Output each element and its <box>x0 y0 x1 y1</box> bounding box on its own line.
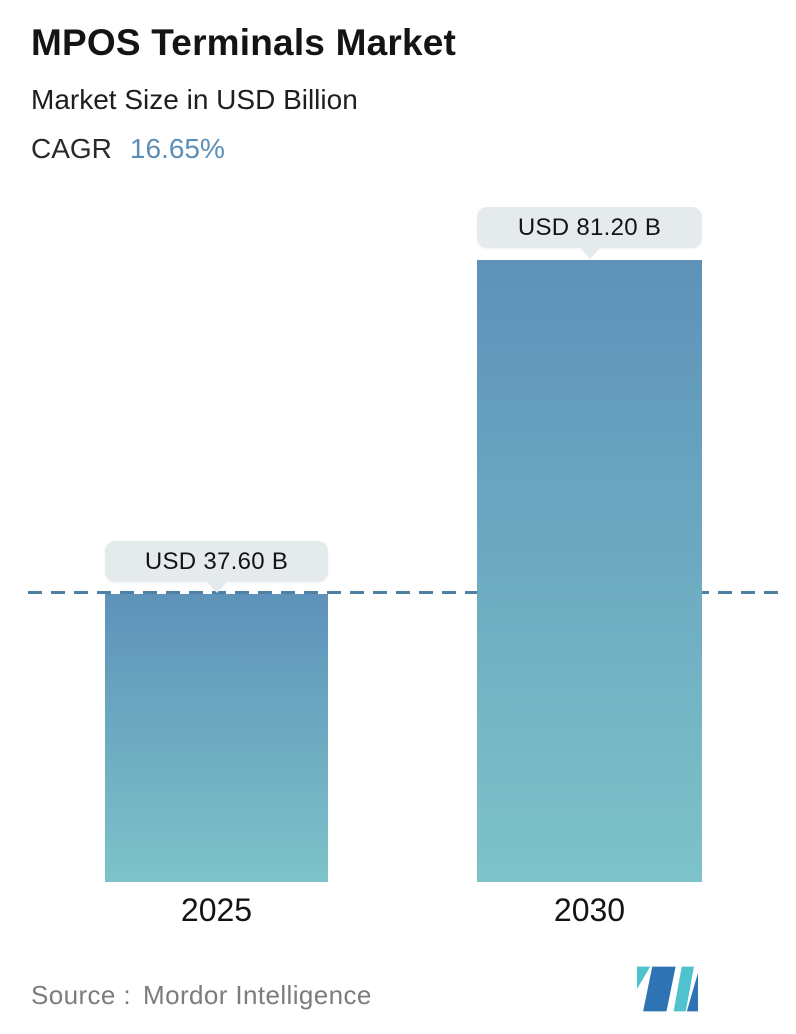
page-title: MPOS Terminals Market <box>31 22 457 63</box>
reference-dashed-line <box>28 591 782 594</box>
x-tick-2030: 2030 <box>553 892 626 928</box>
source-label: Source : <box>31 980 132 1010</box>
source-attribution: Source : Mordor Intelligence <box>31 980 372 1011</box>
bar-2025 <box>105 594 328 882</box>
x-tick-2025: 2025 <box>180 892 253 928</box>
value-label-bubble-2025: USD 37.60 B <box>105 541 328 582</box>
chart-subtitle: Market Size in USD Billion <box>31 84 358 115</box>
source-value: Mordor Intelligence <box>143 980 372 1010</box>
cagr-value: 16.65% <box>129 133 225 164</box>
cagr-label: CAGR <box>31 133 112 164</box>
mordor-intelligence-logo <box>637 966 698 1012</box>
value-label-bubble-2030: USD 81.20 B <box>477 207 702 248</box>
bar-2030 <box>477 260 702 882</box>
cagr-row: CAGR 16.65% <box>31 133 225 165</box>
